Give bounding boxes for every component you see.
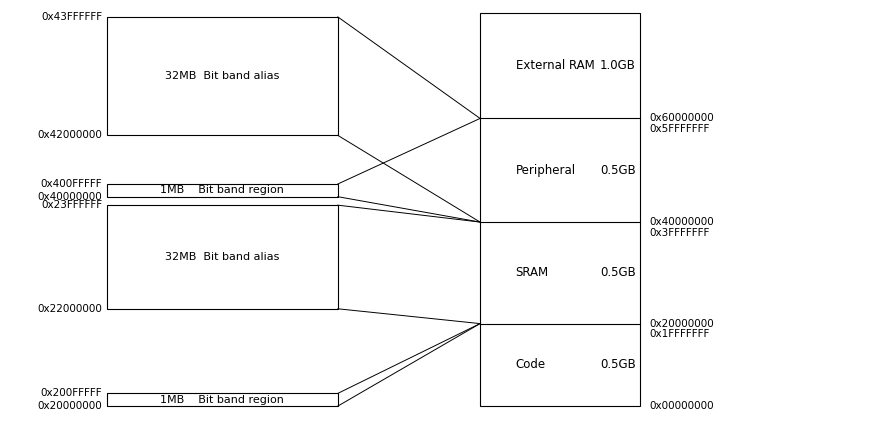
Text: 0x400FFFFF: 0x400FFFFF [41,179,102,189]
Text: 32MB  Bit band alias: 32MB Bit band alias [165,252,279,262]
Bar [107,17,338,135]
Text: 32MB  Bit band alias: 32MB Bit band alias [165,71,279,81]
Text: 0.5GB: 0.5GB [600,164,636,177]
Text: SRAM: SRAM [516,266,549,279]
Text: 0x43FFFFFF: 0x43FFFFFF [41,12,102,22]
Text: Peripheral: Peripheral [516,164,576,177]
Text: 0x42000000: 0x42000000 [37,130,102,140]
Text: 0.5GB: 0.5GB [600,266,636,279]
Text: External RAM: External RAM [516,59,595,72]
Text: 0.5GB: 0.5GB [600,358,636,371]
Text: 0x00000000: 0x00000000 [649,401,714,411]
Bar [107,393,338,406]
Text: 0x22000000: 0x22000000 [37,304,102,314]
Text: 0x200FFFFF: 0x200FFFFF [41,388,102,398]
Text: 0x20000000: 0x20000000 [37,401,102,411]
Text: Code: Code [516,358,546,371]
Text: 1MB    Bit band region: 1MB Bit band region [160,185,284,195]
Text: 0x20000000: 0x20000000 [649,319,714,329]
Text: 0x3FFFFFFF: 0x3FFFFFFF [649,228,709,238]
Text: 0x40000000: 0x40000000 [37,192,102,202]
Text: 1.0GB: 1.0GB [600,59,636,72]
Text: 0x23FFFFFF: 0x23FFFFFF [41,200,102,210]
Text: 0x1FFFFFFF: 0x1FFFFFFF [649,329,709,339]
Text: 1MB    Bit band region: 1MB Bit band region [160,395,284,405]
Text: 0x60000000: 0x60000000 [649,113,714,124]
Bar [107,184,338,197]
Text: 0x40000000: 0x40000000 [649,217,714,227]
Bar [107,205,338,309]
Bar [480,13,640,406]
Text: 0x5FFFFFFF: 0x5FFFFFFF [649,124,709,134]
